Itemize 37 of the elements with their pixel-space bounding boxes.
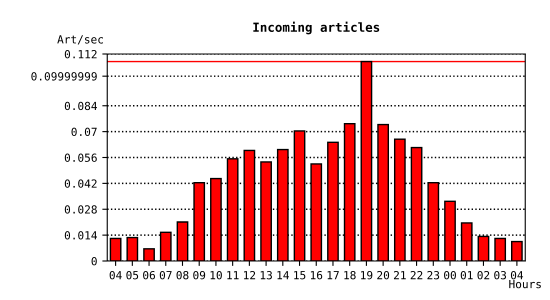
y-tick-label: 0.056 bbox=[64, 154, 97, 162]
x-tick-label: 05 bbox=[126, 270, 138, 280]
y-tick-label: 0 bbox=[92, 257, 97, 266]
x-tick-label: 16 bbox=[310, 270, 322, 280]
x-tick-label: 20 bbox=[377, 270, 390, 280]
x-tick-label: 21 bbox=[394, 270, 406, 280]
y-tick-label: 0.028 bbox=[64, 205, 97, 214]
x-tick-label: 08 bbox=[176, 270, 188, 280]
y-tick-label: 0.112 bbox=[64, 50, 97, 58]
x-tick-label: 09 bbox=[193, 270, 206, 280]
y-axis-title: Art/sec bbox=[57, 35, 103, 44]
x-tick-label: 03 bbox=[494, 270, 506, 280]
y-tick-label: 0.042 bbox=[64, 179, 97, 188]
x-tick-label: 19 bbox=[361, 270, 372, 280]
x-tick-label: 04 bbox=[510, 270, 524, 280]
x-tick-label: 06 bbox=[143, 270, 156, 280]
x-tick-label: 02 bbox=[477, 270, 490, 280]
chart-title: Incoming articles bbox=[253, 22, 380, 34]
x-tick-label: 07 bbox=[160, 270, 172, 280]
x-axis-title: Hours bbox=[509, 280, 541, 288]
y-tick-label: 0.07 bbox=[71, 128, 97, 136]
x-tick-label: 23 bbox=[427, 270, 440, 280]
y-tick-label: 0.014 bbox=[64, 231, 97, 240]
x-tick-label: 00 bbox=[444, 270, 456, 280]
y-tick-label: 0.084 bbox=[64, 102, 97, 110]
x-tick-label: 11 bbox=[227, 271, 239, 280]
x-tick-label: 13 bbox=[260, 270, 272, 280]
x-tick-label: 18 bbox=[344, 270, 356, 280]
x-tick-label: 12 bbox=[244, 270, 256, 280]
x-tick-label: 10 bbox=[210, 270, 222, 280]
x-tick-label: 14 bbox=[277, 271, 289, 280]
x-tick-label: 01 bbox=[460, 270, 473, 280]
x-tick-label: 04 bbox=[110, 270, 122, 280]
y-tick-label: 0.09999999 bbox=[31, 72, 97, 81]
x-tick-label: 15 bbox=[294, 271, 306, 280]
x-tick-label: 22 bbox=[410, 270, 422, 280]
x-tick-label: 17 bbox=[328, 271, 339, 280]
